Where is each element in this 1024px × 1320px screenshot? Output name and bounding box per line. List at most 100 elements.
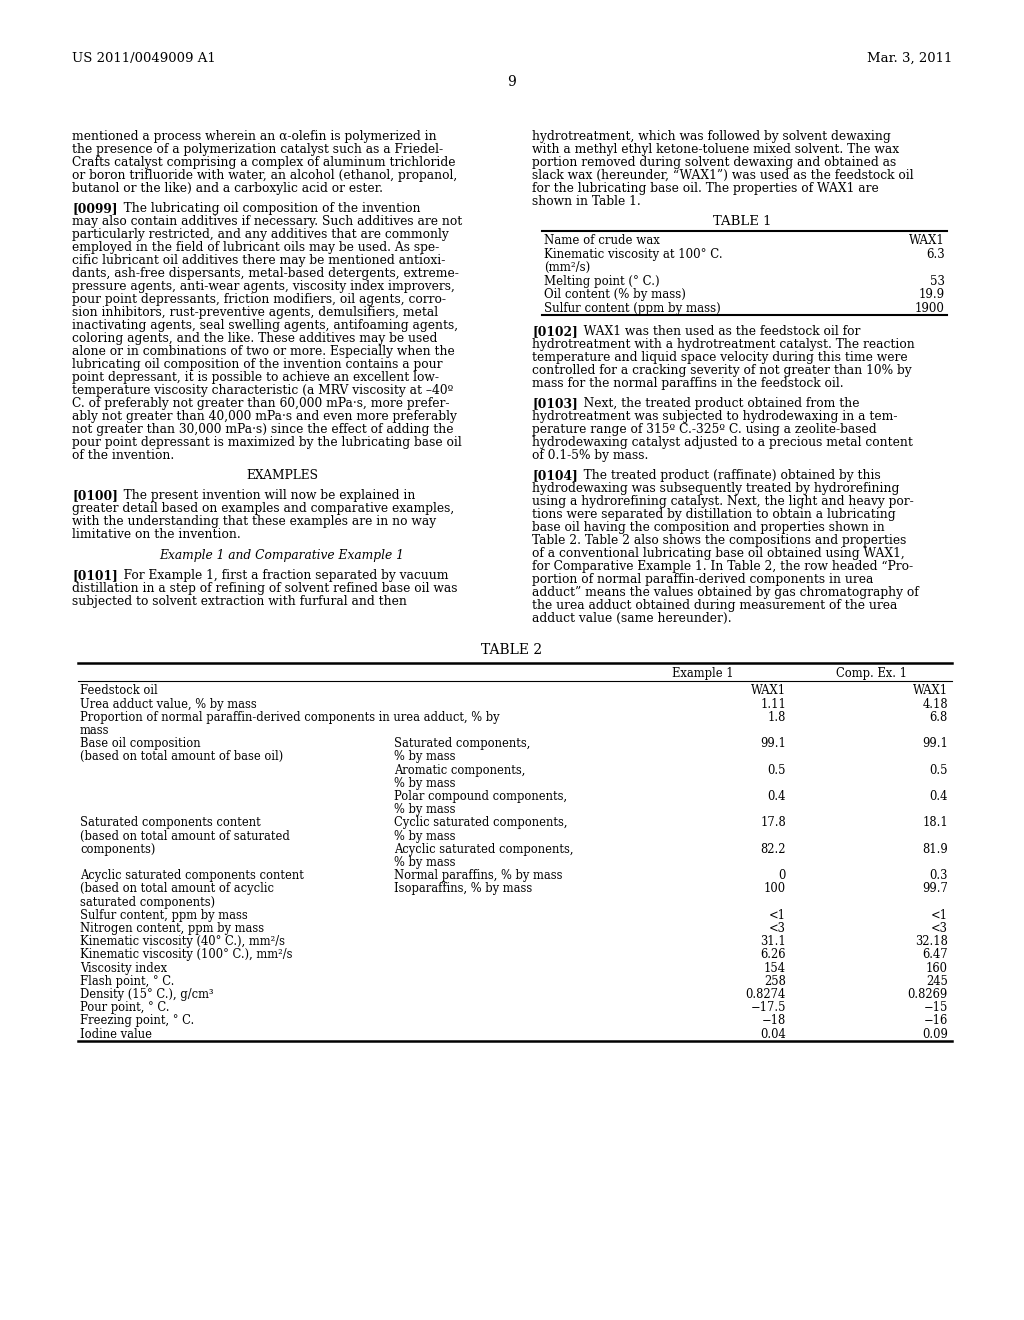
Text: % by mass: % by mass [394, 857, 456, 869]
Text: Sulfur content, ppm by mass: Sulfur content, ppm by mass [80, 909, 248, 921]
Text: of a conventional lubricating base oil obtained using WAX1,: of a conventional lubricating base oil o… [532, 548, 905, 561]
Text: controlled for a cracking severity of not greater than 10% by: controlled for a cracking severity of no… [532, 364, 911, 378]
Text: hydrotreatment was subjected to hydrodewaxing in a tem-: hydrotreatment was subjected to hydrodew… [532, 411, 897, 424]
Text: (based on total amount of base oil): (based on total amount of base oil) [80, 751, 284, 763]
Text: Example 1 and Comparative Example 1: Example 1 and Comparative Example 1 [160, 549, 404, 561]
Text: using a hydrorefining catalyst. Next, the light and heavy por-: using a hydrorefining catalyst. Next, th… [532, 495, 913, 508]
Text: 0: 0 [778, 870, 786, 882]
Text: temperature viscosity characteristic (a MRV viscosity at –40º: temperature viscosity characteristic (a … [72, 384, 454, 397]
Text: ably not greater than 40,000 mPa·s and even more preferably: ably not greater than 40,000 mPa·s and e… [72, 411, 457, 424]
Text: 0.8269: 0.8269 [907, 989, 948, 1001]
Text: Aromatic components,: Aromatic components, [394, 764, 525, 776]
Text: for Comparative Example 1. In Table 2, the row headed “Pro-: for Comparative Example 1. In Table 2, t… [532, 561, 913, 573]
Text: 81.9: 81.9 [923, 843, 948, 855]
Text: hydrotreatment with a hydrotreatment catalyst. The reaction: hydrotreatment with a hydrotreatment cat… [532, 338, 914, 351]
Text: mass for the normal paraffins in the feedstock oil.: mass for the normal paraffins in the fee… [532, 378, 844, 391]
Text: −18: −18 [762, 1015, 786, 1027]
Text: Saturated components content: Saturated components content [80, 817, 261, 829]
Text: hydrotreatment, which was followed by solvent dewaxing: hydrotreatment, which was followed by so… [532, 129, 891, 143]
Text: TABLE 1: TABLE 1 [713, 215, 771, 228]
Text: Viscosity index: Viscosity index [80, 962, 167, 974]
Text: 1.8: 1.8 [768, 711, 786, 723]
Text: 160: 160 [926, 962, 948, 974]
Text: temperature and liquid space velocity during this time were: temperature and liquid space velocity du… [532, 351, 907, 364]
Text: mass: mass [80, 725, 110, 737]
Text: 4.18: 4.18 [923, 698, 948, 710]
Text: Urea adduct value, % by mass: Urea adduct value, % by mass [80, 698, 257, 710]
Text: WAX1: WAX1 [912, 685, 948, 697]
Text: Normal paraffins, % by mass: Normal paraffins, % by mass [394, 870, 562, 882]
Text: 1900: 1900 [915, 302, 945, 314]
Text: subjected to solvent extraction with furfural and then: subjected to solvent extraction with fur… [72, 595, 407, 607]
Text: % by mass: % by mass [394, 830, 456, 842]
Text: with the understanding that these examples are in no way: with the understanding that these exampl… [72, 515, 436, 528]
Text: 258: 258 [764, 975, 786, 987]
Text: 19.9: 19.9 [919, 288, 945, 301]
Text: <3: <3 [931, 923, 948, 935]
Text: [0102]: [0102] [532, 325, 578, 338]
Text: 0.3: 0.3 [930, 870, 948, 882]
Text: WAX1 was then used as the feedstock oil for: WAX1 was then used as the feedstock oil … [572, 325, 860, 338]
Text: distillation in a step of refining of solvent refined base oil was: distillation in a step of refining of so… [72, 582, 458, 595]
Text: Feedstock oil: Feedstock oil [80, 685, 158, 697]
Text: dants, ash-free dispersants, metal-based detergents, extreme-: dants, ash-free dispersants, metal-based… [72, 267, 459, 280]
Text: 99.7: 99.7 [923, 883, 948, 895]
Text: 0.04: 0.04 [760, 1028, 786, 1040]
Text: % by mass: % by mass [394, 751, 456, 763]
Text: Mar. 3, 2011: Mar. 3, 2011 [866, 51, 952, 65]
Text: portion removed during solvent dewaxing and obtained as: portion removed during solvent dewaxing … [532, 156, 896, 169]
Text: Saturated components,: Saturated components, [394, 738, 530, 750]
Text: Example 1: Example 1 [672, 668, 733, 680]
Text: the urea adduct obtained during measurement of the urea: the urea adduct obtained during measurem… [532, 599, 897, 612]
Text: Freezing point, ° C.: Freezing point, ° C. [80, 1015, 195, 1027]
Text: 32.18: 32.18 [915, 936, 948, 948]
Text: Nitrogen content, ppm by mass: Nitrogen content, ppm by mass [80, 923, 264, 935]
Text: alone or in combinations of two or more. Especially when the: alone or in combinations of two or more.… [72, 345, 455, 358]
Text: 31.1: 31.1 [760, 936, 786, 948]
Text: 245: 245 [926, 975, 948, 987]
Text: butanol or the like) and a carboxylic acid or ester.: butanol or the like) and a carboxylic ac… [72, 182, 383, 195]
Text: may also contain additives if necessary. Such additives are not: may also contain additives if necessary.… [72, 215, 462, 228]
Text: 100: 100 [764, 883, 786, 895]
Text: 17.8: 17.8 [760, 817, 786, 829]
Text: 6.26: 6.26 [761, 949, 786, 961]
Text: components): components) [80, 843, 156, 855]
Text: Pour point, ° C.: Pour point, ° C. [80, 1002, 170, 1014]
Text: Next, the treated product obtained from the: Next, the treated product obtained from … [572, 397, 859, 411]
Text: C. of preferably not greater than 60,000 mPa·s, more prefer-: C. of preferably not greater than 60,000… [72, 397, 450, 411]
Text: the presence of a polymerization catalyst such as a Friedel-: the presence of a polymerization catalys… [72, 143, 443, 156]
Text: Oil content (% by mass): Oil content (% by mass) [544, 288, 686, 301]
Text: or boron trifluoride with water, an alcohol (ethanol, propanol,: or boron trifluoride with water, an alco… [72, 169, 458, 182]
Text: 0.09: 0.09 [923, 1028, 948, 1040]
Text: limitative on the invention.: limitative on the invention. [72, 528, 241, 541]
Text: pressure agents, anti-wear agents, viscosity index improvers,: pressure agents, anti-wear agents, visco… [72, 280, 455, 293]
Text: Kinematic viscosity at 100° C.: Kinematic viscosity at 100° C. [544, 248, 723, 260]
Text: employed in the field of lubricant oils may be used. As spe-: employed in the field of lubricant oils … [72, 242, 439, 255]
Text: For Example 1, first a fraction separated by vacuum: For Example 1, first a fraction separate… [112, 569, 449, 582]
Text: TABLE 2: TABLE 2 [481, 643, 543, 657]
Text: Cyclic saturated components,: Cyclic saturated components, [394, 817, 567, 829]
Text: 82.2: 82.2 [761, 843, 786, 855]
Text: Kinematic viscosity (100° C.), mm²/s: Kinematic viscosity (100° C.), mm²/s [80, 949, 293, 961]
Text: shown in Table 1.: shown in Table 1. [532, 195, 641, 209]
Text: 99.1: 99.1 [923, 738, 948, 750]
Text: Iodine value: Iodine value [80, 1028, 152, 1040]
Text: hydrodewaxing catalyst adjusted to a precious metal content: hydrodewaxing catalyst adjusted to a pre… [532, 437, 912, 449]
Text: The present invention will now be explained in: The present invention will now be explai… [112, 490, 416, 503]
Text: adduct value (same hereunder).: adduct value (same hereunder). [532, 612, 731, 626]
Text: coloring agents, and the like. These additives may be used: coloring agents, and the like. These add… [72, 333, 437, 345]
Text: % by mass: % by mass [394, 804, 456, 816]
Text: hydrodewaxing was subsequently treated by hydrorefining: hydrodewaxing was subsequently treated b… [532, 482, 899, 495]
Text: [0100]: [0100] [72, 490, 118, 503]
Text: [0103]: [0103] [532, 397, 578, 411]
Text: 1.11: 1.11 [760, 698, 786, 710]
Text: pour point depressants, friction modifiers, oil agents, corro-: pour point depressants, friction modifie… [72, 293, 446, 306]
Text: Table 2. Table 2 also shows the compositions and properties: Table 2. Table 2 also shows the composit… [532, 535, 906, 548]
Text: 6.8: 6.8 [930, 711, 948, 723]
Text: 9: 9 [508, 75, 516, 88]
Text: particularly restricted, and any additives that are commonly: particularly restricted, and any additiv… [72, 228, 449, 242]
Text: pour point depressant is maximized by the lubricating base oil: pour point depressant is maximized by th… [72, 436, 462, 449]
Text: lubricating oil composition of the invention contains a pour: lubricating oil composition of the inven… [72, 358, 442, 371]
Text: Name of crude wax: Name of crude wax [544, 234, 659, 247]
Text: 0.8274: 0.8274 [745, 989, 786, 1001]
